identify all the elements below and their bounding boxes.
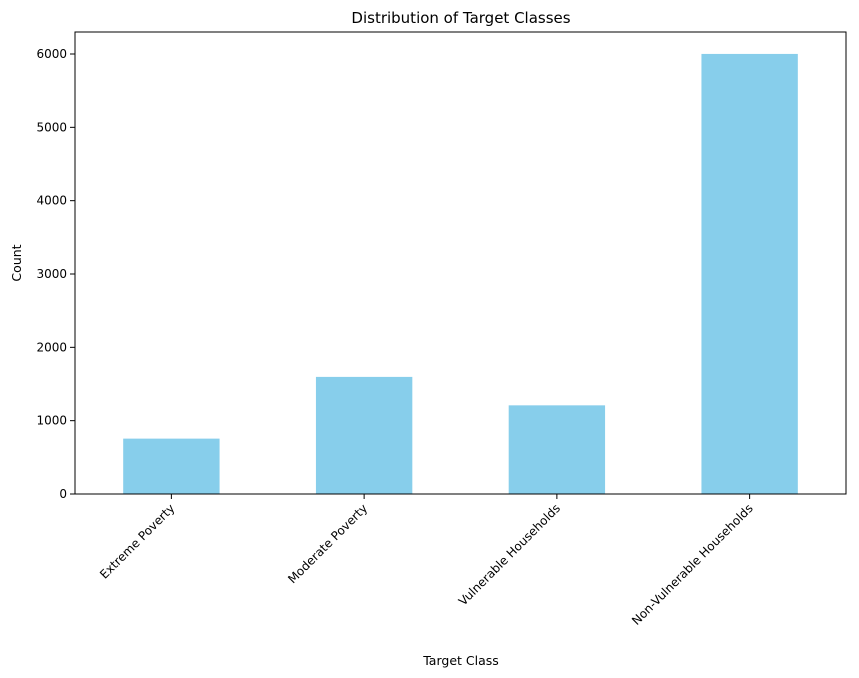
x-tick-label: Moderate Poverty <box>285 501 370 586</box>
bar <box>123 438 220 494</box>
y-tick-label: 3000 <box>36 267 67 281</box>
bar <box>701 53 798 495</box>
y-axis: 0 1000 2000 3000 4000 5000 6000 <box>36 47 75 501</box>
y-axis-title: Count <box>9 244 24 281</box>
chart-title: Distribution of Target Classes <box>351 9 570 27</box>
y-tick-label: 2000 <box>36 340 67 354</box>
x-tick-label: Extreme Poverty <box>97 501 177 581</box>
x-tick-label: Non-Vulnerable Households <box>629 501 756 628</box>
x-axis-title: Target Class <box>422 653 499 668</box>
x-tick-label: Vulnerable Households <box>456 501 563 608</box>
x-axis: Extreme Poverty Moderate Poverty Vulnerabl… <box>97 494 756 628</box>
y-tick-label: 5000 <box>36 120 67 134</box>
plot-frame <box>74 31 847 495</box>
y-tick-label: 1000 <box>36 414 67 428</box>
y-tick-label: 6000 <box>36 47 67 61</box>
bar <box>315 376 413 494</box>
bar <box>508 405 606 494</box>
y-tick-label: 4000 <box>36 194 67 208</box>
bars-layer <box>123 53 798 495</box>
y-tick-label: 0 <box>59 487 67 501</box>
